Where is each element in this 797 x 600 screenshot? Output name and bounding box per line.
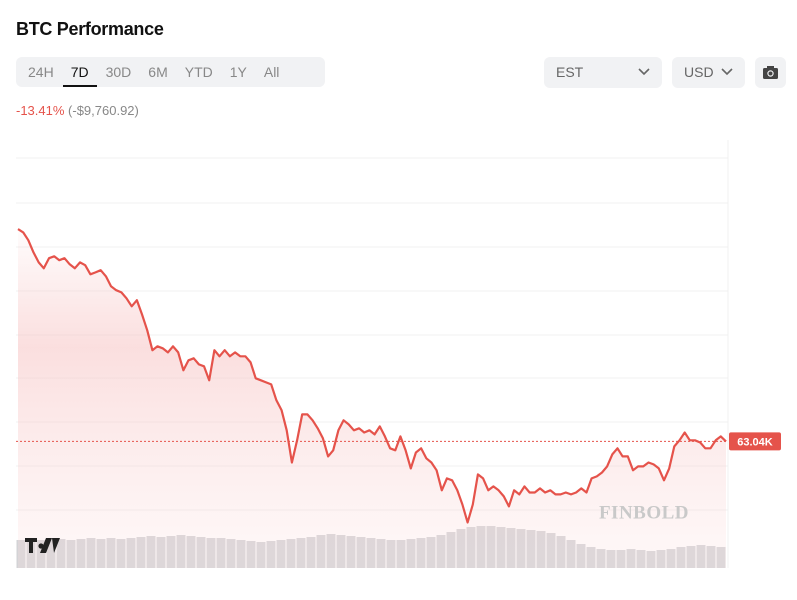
tab[interactable]: 7D: [62, 57, 97, 87]
tv-logo: [25, 538, 60, 553]
camera-button[interactable]: [755, 57, 786, 88]
currency-select[interactable]: USD: [672, 57, 745, 88]
select-label: USD: [684, 64, 714, 80]
area: [18, 229, 726, 568]
change: -13.41% (-$9,760.92): [16, 103, 139, 118]
tab[interactable]: 1Y: [229, 64, 247, 80]
tab[interactable]: All: [263, 64, 280, 80]
tab[interactable]: 24H: [28, 64, 54, 80]
line: [17, 228, 727, 524]
price-tag: [729, 432, 781, 451]
watermark: FINBOLD: [599, 502, 689, 523]
camera-icon: [763, 66, 778, 79]
change-amount: (-$9,760.92): [68, 103, 139, 118]
tab[interactable]: 30D: [105, 64, 132, 80]
tab[interactable]: 6M: [148, 64, 168, 80]
tab-bar: 24H 7D 30D 6M YTD 1Y All: [16, 57, 325, 87]
price-label: 63.04K: [737, 436, 773, 448]
title: BTC Performance: [16, 19, 164, 39]
change-percent: -13.41%: [16, 103, 65, 118]
timezone-select[interactable]: EST: [544, 57, 662, 88]
select-label: EST: [556, 64, 584, 80]
chevron: [721, 68, 733, 76]
tab[interactable]: YTD: [184, 64, 213, 80]
chevron: [638, 68, 650, 76]
